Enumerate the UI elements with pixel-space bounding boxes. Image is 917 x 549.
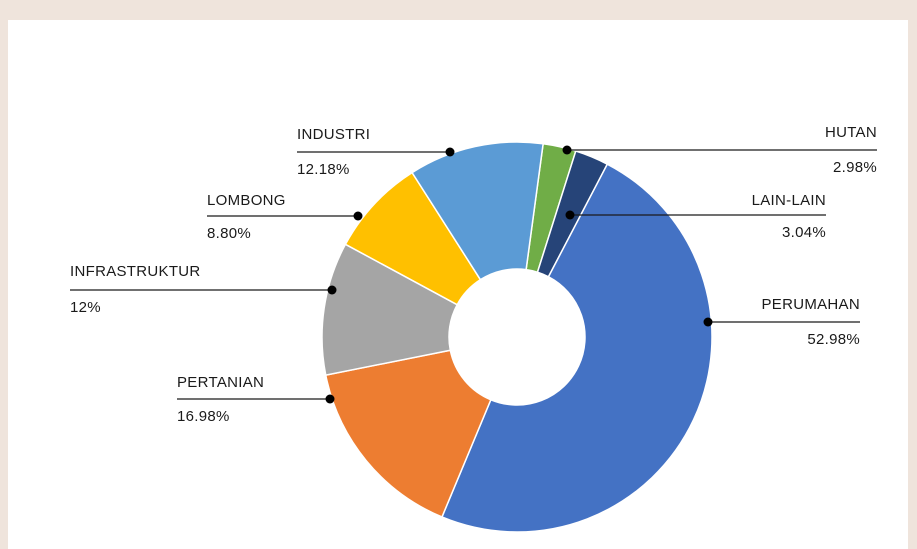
category-label: LAIN-LAIN [752,192,826,209]
leader-dot [353,211,363,221]
slice [440,163,713,533]
leader-dot [703,317,713,327]
category-label: INFRASTRUKTUR [70,263,201,280]
slice [324,349,492,518]
slice [411,141,544,281]
category-label: INDUSTRI [297,126,370,143]
labels: HUTAN 2.98% LAIN-LAIN 3.04% PERUMAHAN 52.98% P… [70,124,877,425]
value-label: 16.98% [177,408,230,425]
value-label: 2.98% [833,159,877,176]
slice [321,243,459,376]
leader-dot [562,145,572,155]
leader-dot [565,210,575,220]
value-label: 52.98% [807,331,860,348]
value-label: 8.80% [207,225,251,242]
category-label: PERTANIAN [177,374,264,391]
category-label: PERUMAHAN [761,296,860,313]
value-label: 12% [70,299,101,316]
category-label: HUTAN [825,124,877,141]
value-label: 12.18% [297,161,350,178]
leader-dot [327,285,337,295]
value-label: 3.04% [782,224,826,241]
leader-dot [325,394,335,404]
leader-dot [445,147,455,157]
category-label: LOMBONG [207,192,286,209]
